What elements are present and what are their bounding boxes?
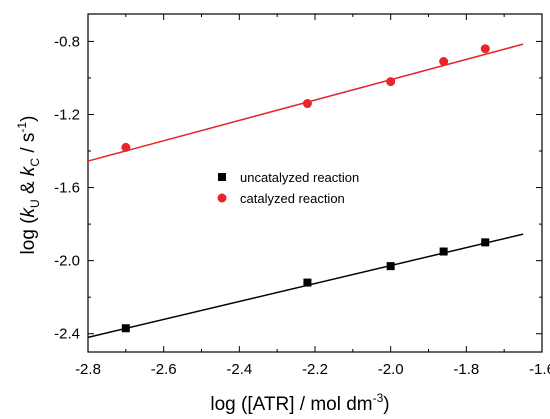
- data-point-uncatalyzed: [481, 238, 490, 247]
- x-tick-label: -2.8: [75, 361, 101, 378]
- data-point-catalyzed: [386, 77, 396, 87]
- y-tick-label: -2.4: [54, 326, 80, 343]
- x-tick-label: -2.4: [226, 361, 252, 378]
- x-tick-label: -2.6: [151, 361, 177, 378]
- data-point-catalyzed: [302, 99, 312, 109]
- legend-marker-uncatalyzed: [218, 173, 226, 181]
- legend: uncatalyzed reaction catalyzed reaction: [217, 170, 359, 206]
- x-tick-label: -2.2: [302, 361, 328, 378]
- data-point-catalyzed: [439, 57, 449, 67]
- y-tick-label: -0.8: [54, 33, 80, 50]
- data-point-uncatalyzed: [386, 262, 395, 271]
- data-point-catalyzed: [480, 44, 490, 54]
- legend-label-catalyzed: catalyzed reaction: [240, 191, 345, 206]
- y-tick-label: -1.6: [54, 180, 80, 197]
- data-point-uncatalyzed: [439, 247, 448, 256]
- y-tick-label: -2.0: [54, 253, 80, 270]
- tick-labels: -2.8 -2.6 -2.4 -2.2 -2.0 -1.8 -1.6 -2.4 -2.0 -1.6…: [54, 33, 550, 378]
- data-points: [121, 44, 490, 333]
- x-tick-label: -2.0: [378, 361, 404, 378]
- y-tick-label: -1.2: [54, 106, 80, 123]
- data-point-uncatalyzed: [121, 324, 130, 333]
- x-tick-label: -1.8: [453, 361, 479, 378]
- legend-label-uncatalyzed: uncatalyzed reaction: [240, 170, 359, 185]
- data-point-catalyzed: [121, 142, 131, 152]
- axis-ticks: [87, 14, 543, 352]
- data-point-uncatalyzed: [303, 278, 312, 287]
- x-tick-label: -1.6: [529, 361, 550, 378]
- x-axis-title: log ([ATR] / mol dm-3): [210, 391, 389, 415]
- legend-marker-catalyzed: [217, 193, 227, 203]
- y-axis-title: log (kU & kC / s-1): [15, 116, 42, 255]
